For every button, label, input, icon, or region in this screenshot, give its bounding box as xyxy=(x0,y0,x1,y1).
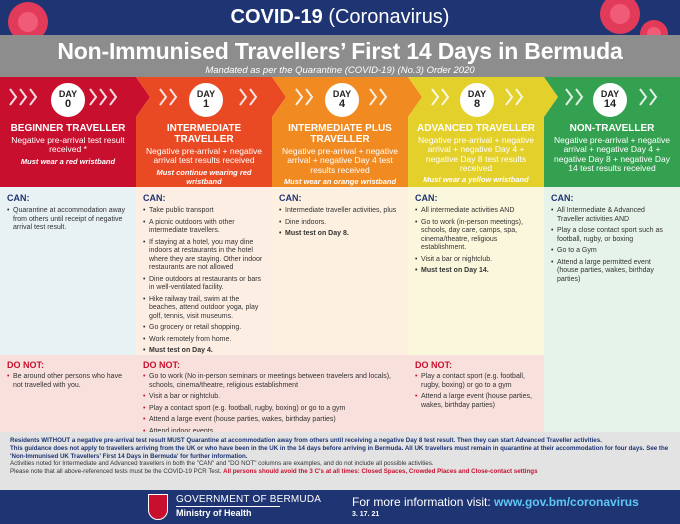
day-0-marker: DAY 0 xyxy=(48,80,88,120)
title-bar: Non-Immunised Travellers’ First 14 Days … xyxy=(0,35,680,77)
list-item: Must test on Day 14. xyxy=(415,267,537,276)
government-name: GOVERNMENT OF BERMUDA xyxy=(176,494,322,505)
list-item: Go to work (in-person meetings), schools… xyxy=(415,219,537,253)
day-label: DAY xyxy=(196,88,216,99)
banner-title-bold: COVID-19 xyxy=(230,6,323,28)
stage-desc: Negative pre-arrival + negative arrival … xyxy=(553,135,670,174)
can-heading: CAN: xyxy=(415,193,438,203)
stage-title: NON-TRAVELLER xyxy=(569,123,655,134)
day-label: DAY xyxy=(467,88,487,99)
list-item: Attend a large permitted event (house pa… xyxy=(551,259,673,285)
publish-date: 3. 17. 21 xyxy=(352,511,380,518)
list-item: Go grocery or retail shopping. xyxy=(143,324,265,333)
list-item: Intermediate traveller activities, plus xyxy=(279,207,401,216)
stage-title: INTERMEDIATE TRAVELLER xyxy=(166,123,242,145)
list-item: Visit a bar or nightclub. xyxy=(143,393,401,402)
stage-intermediate-plus: INTERMEDIATE PLUS TRAVELLER Negative pre… xyxy=(272,117,408,187)
day-label: DAY xyxy=(600,88,620,99)
list-item: Quarantine at accommodation away from ot… xyxy=(7,207,129,233)
stage-desc: Negative pre-arrival test result receive… xyxy=(11,135,125,155)
can-column-day14: CAN: All Intermediate & Advanced Travell… xyxy=(544,187,680,432)
list-item: Play a close contact sport such as footb… xyxy=(551,227,673,244)
footnote-line: This guidance does not apply to travelle… xyxy=(10,444,669,460)
can-heading: CAN: xyxy=(279,193,302,203)
page-title: Non-Immunised Travellers’ First 14 Days … xyxy=(57,38,623,64)
footer-bar: GOVERNMENT OF BERMUDA Ministry of Health… xyxy=(0,490,680,524)
donot-heading: DO NOT: xyxy=(415,360,452,370)
stage-non-traveller: NON-TRAVELLER Negative pre-arrival + neg… xyxy=(544,117,680,187)
banner-title-light: (Coronavirus) xyxy=(328,6,450,28)
stage-desc: Negative pre-arrival + negative arrival … xyxy=(146,146,262,166)
day-4-marker: DAY 4 xyxy=(322,80,362,120)
banner-title: COVID-19 (Coronavirus) xyxy=(231,6,450,29)
footnote-warning: All persons should avoid the 3 C's at al… xyxy=(223,468,538,475)
stage-title: INTERMEDIATE PLUS TRAVELLER xyxy=(288,123,392,145)
day-number: 8 xyxy=(473,97,481,110)
footnote-line: Activities noted for Intermediate and Ad… xyxy=(10,460,434,468)
info-prefix: For more information visit: xyxy=(352,495,491,509)
stage-advanced: ADVANCED TRAVELLER Negative pre-arrival … xyxy=(408,117,544,187)
list-item: If staying at a hotel, you may dine indo… xyxy=(143,239,265,273)
day-number: 1 xyxy=(202,97,210,110)
list-item: All intermediate activities AND xyxy=(415,207,537,216)
list-item: Attend a large event (house parties, wak… xyxy=(143,416,401,425)
stage-beginner: BEGINNER TRAVELLER Negative pre-arrival … xyxy=(0,117,136,187)
list-item: Must test on Day 8. xyxy=(279,230,401,239)
mandate-text: Mandated as per the Quarantine (COVID-19… xyxy=(205,65,475,76)
stage-note: Must wear a red wristband xyxy=(20,156,116,166)
list-item: Play a contact sport (e.g. football, rug… xyxy=(415,373,537,390)
info-line: For more information visit: www.gov.bm/c… xyxy=(352,495,639,509)
day-label: DAY xyxy=(58,88,78,99)
list-item: Must test on Day 4. xyxy=(143,347,265,356)
list-item: Visit a bar or nightclub. xyxy=(415,256,537,265)
list-item: A picnic outdoors with other intermediat… xyxy=(143,219,265,236)
donot-section-day8: DO NOT: Play a contact sport (e.g. footb… xyxy=(408,355,544,432)
day-number: 0 xyxy=(64,97,72,110)
footnote-line: Residents WITHOUT a negative pre-arrival… xyxy=(10,437,602,444)
ministry-name: Ministry of Health xyxy=(176,508,252,518)
day-8-marker: DAY 8 xyxy=(457,80,497,120)
stage-note: Must continue wearing red wristband xyxy=(156,167,252,186)
donot-section-day1-4: DO NOT: Go to work (No in-person seminar… xyxy=(136,355,408,436)
list-item: Hike railway trail, swim at the beaches,… xyxy=(143,296,265,322)
day-14-marker: DAY 14 xyxy=(590,80,630,120)
virus-icon xyxy=(600,0,640,34)
list-item: Go to a Gym xyxy=(551,247,673,256)
stage-note: Must wear an orange wristband xyxy=(283,177,397,187)
stage-desc: Negative pre-arrival + negative arrival … xyxy=(282,146,398,175)
can-heading: CAN: xyxy=(551,193,574,203)
stage-title: ADVANCED TRAVELLER xyxy=(417,123,535,134)
divider xyxy=(176,506,280,507)
donot-heading: DO NOT: xyxy=(143,360,180,370)
footnote: Residents WITHOUT a negative pre-arrival… xyxy=(0,432,680,490)
can-heading: CAN: xyxy=(143,193,166,203)
stage-title: BEGINNER TRAVELLER xyxy=(10,123,126,134)
day-1-marker: DAY 1 xyxy=(186,80,226,120)
list-item: Dine indoors. xyxy=(279,219,401,228)
day-number: 4 xyxy=(338,97,346,110)
list-item: Go to work (No in-person seminars or mee… xyxy=(143,373,401,390)
day-label: DAY xyxy=(332,88,352,99)
list-item: All Intermediate & Advanced Traveller ac… xyxy=(551,207,673,224)
list-item: Play a contact sport (e.g. football, rug… xyxy=(143,405,401,414)
can-heading: CAN: xyxy=(7,193,30,203)
list-item: Take public transport xyxy=(143,207,265,216)
list-item: Be around other persons who have not tra… xyxy=(7,373,129,390)
list-item: Dine outdoors at restaurants or bars in … xyxy=(143,276,265,293)
info-url-link[interactable]: www.gov.bm/coronavirus xyxy=(494,495,639,509)
donot-section-day0: DO NOT: Be around other persons who have… xyxy=(0,355,136,432)
top-banner: COVID-19 (Coronavirus) xyxy=(0,0,680,35)
donot-heading: DO NOT: xyxy=(7,360,44,370)
list-item: Attend indoor events. xyxy=(143,428,401,437)
list-item: Attend a large event (house parties, wak… xyxy=(415,393,537,410)
bermuda-crest-icon xyxy=(148,494,168,520)
list-item: Work remotely from home. xyxy=(143,336,265,345)
stage-note: Must wear a yellow wristband xyxy=(423,175,529,185)
footnote-line: Please note that all above-referenced te… xyxy=(10,468,222,475)
day-number: 14 xyxy=(603,97,617,110)
stage-desc: Negative pre-arrival + negative arrival … xyxy=(418,135,534,174)
stage-intermediate: INTERMEDIATE TRAVELLER Negative pre-arri… xyxy=(136,117,272,187)
